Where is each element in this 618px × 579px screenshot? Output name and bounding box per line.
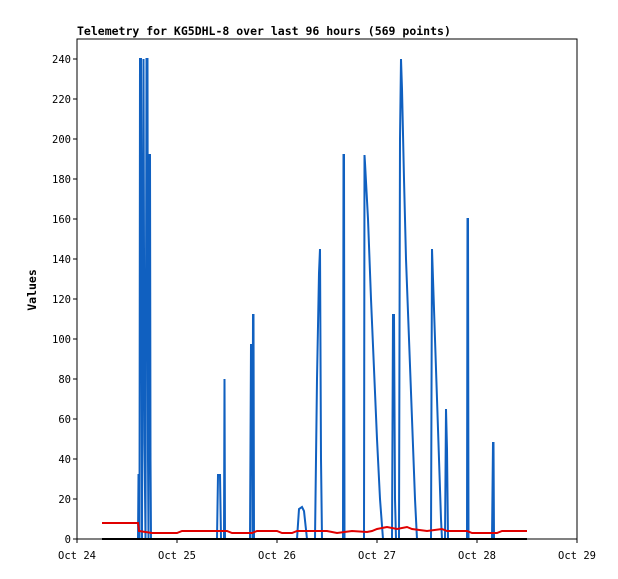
series-layer bbox=[102, 58, 527, 540]
y-tick-label: 200 bbox=[52, 134, 71, 146]
x-tick-label: Oct 26 bbox=[258, 550, 296, 562]
x-tick-label: Oct 28 bbox=[458, 550, 496, 562]
y-tick-label: 0 bbox=[65, 534, 71, 546]
y-tick-label: 20 bbox=[58, 494, 71, 506]
y-tick-label: 60 bbox=[58, 414, 71, 426]
y-axis: 0 20 40 60 80 100 120 140 160 180 200 220 240 bbox=[52, 54, 77, 546]
y-tick-label: 240 bbox=[52, 54, 71, 66]
y-axis-label: Values bbox=[25, 269, 39, 311]
y-tick-label: 80 bbox=[58, 374, 71, 386]
y-tick-label: 120 bbox=[52, 294, 71, 306]
x-tick-label: Oct 29 bbox=[558, 550, 596, 562]
y-tick-label: 160 bbox=[52, 214, 71, 226]
series-line-2 bbox=[102, 522, 527, 535]
x-axis: Oct 24 Oct 25 Oct 26 Oct 27 Oct 28 Oct 29 bbox=[58, 539, 596, 562]
x-tick-label: Oct 25 bbox=[158, 550, 196, 562]
y-tick-label: 140 bbox=[52, 254, 71, 266]
y-tick-label: 40 bbox=[58, 454, 71, 466]
plot-frame bbox=[76, 38, 578, 540]
x-tick-label: Oct 27 bbox=[358, 550, 396, 562]
y-tick-label: 100 bbox=[52, 334, 71, 346]
y-tick-label: 180 bbox=[52, 174, 71, 186]
x-tick-label: Oct 24 bbox=[58, 550, 96, 562]
chart-title: Telemetry for KG5DHL-8 over last 96 hour… bbox=[77, 24, 451, 38]
y-tick-label: 220 bbox=[52, 94, 71, 106]
series-line-1 bbox=[137, 58, 495, 540]
